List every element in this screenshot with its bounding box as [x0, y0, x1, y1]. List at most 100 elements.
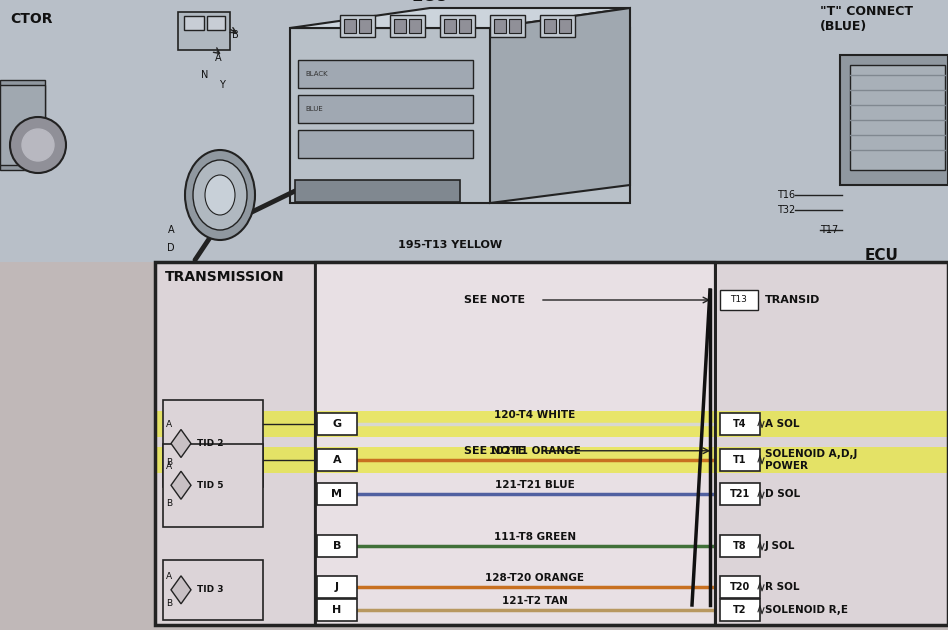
Bar [317, 535, 357, 557]
Bar [290, 28, 630, 203]
Bar [155, 411, 948, 437]
Text: TID 2: TID 2 [197, 439, 224, 448]
Text: A: A [333, 455, 341, 465]
Bar [340, 15, 375, 37]
Bar [720, 290, 758, 310]
Bar [317, 413, 357, 435]
Text: BLUE: BLUE [305, 106, 322, 112]
Text: 195-T13 YELLOW: 195-T13 YELLOW [398, 240, 502, 250]
Text: TID 5: TID 5 [197, 481, 224, 490]
Bar [0, 80, 45, 170]
Bar [184, 16, 204, 30]
Ellipse shape [205, 175, 235, 215]
Text: 128-T20 ORANGE: 128-T20 ORANGE [485, 573, 585, 583]
Text: SEE NOTE: SEE NOTE [465, 446, 525, 455]
Text: R SOL: R SOL [765, 582, 799, 592]
Bar [155, 447, 948, 473]
Bar [315, 262, 715, 625]
Circle shape [10, 117, 66, 173]
Text: D: D [168, 243, 175, 253]
Bar [155, 262, 315, 625]
Bar [155, 262, 315, 625]
Text: Y: Y [219, 80, 225, 90]
Text: CTOR: CTOR [10, 12, 52, 26]
Text: B: B [232, 30, 239, 40]
Text: T16: T16 [776, 190, 795, 200]
Text: A: A [166, 420, 173, 429]
Text: TID 3: TID 3 [197, 585, 224, 594]
Bar [163, 444, 263, 527]
Bar [298, 130, 473, 158]
Text: 121-T2 TAN: 121-T2 TAN [502, 596, 568, 606]
Bar [559, 19, 571, 33]
Text: T13: T13 [731, 295, 747, 304]
Text: J SOL: J SOL [765, 541, 795, 551]
Text: T4: T4 [733, 418, 747, 428]
Text: 120-T4 WHITE: 120-T4 WHITE [494, 410, 575, 420]
Text: B: B [166, 499, 173, 508]
Bar [409, 19, 421, 33]
Text: M: M [332, 490, 342, 500]
Text: TRANSMISSION: TRANSMISSION [165, 270, 284, 284]
Bar [163, 559, 263, 620]
Bar [390, 15, 425, 37]
Polygon shape [171, 430, 191, 457]
Bar [155, 262, 948, 625]
Bar [459, 19, 471, 33]
Text: T2: T2 [733, 605, 747, 615]
Text: B: B [166, 458, 173, 467]
Text: BLACK: BLACK [305, 71, 328, 77]
Text: SOLENOID A,D,J
POWER: SOLENOID A,D,J POWER [765, 449, 857, 471]
Text: J: J [335, 582, 339, 592]
Text: SEE NOTE: SEE NOTE [465, 295, 525, 305]
Bar [720, 449, 760, 471]
Text: SOLENOID R,E: SOLENOID R,E [765, 605, 848, 615]
Text: D SOL: D SOL [765, 490, 800, 500]
Bar [715, 262, 948, 625]
Bar [715, 262, 948, 625]
Bar [178, 12, 230, 50]
Text: T21: T21 [730, 490, 750, 500]
Bar [317, 449, 357, 471]
Text: B: B [333, 541, 341, 551]
Polygon shape [840, 55, 948, 185]
Polygon shape [171, 471, 191, 499]
Bar [344, 19, 356, 33]
Text: N: N [201, 70, 209, 80]
Text: 111-T8 GREEN: 111-T8 GREEN [494, 532, 576, 542]
Polygon shape [490, 8, 630, 203]
Bar [0, 0, 948, 262]
Bar [850, 65, 945, 170]
Circle shape [22, 129, 54, 161]
Text: A: A [215, 53, 222, 63]
Bar [444, 19, 456, 33]
Bar [540, 15, 575, 37]
Text: A: A [169, 225, 175, 235]
Bar [720, 535, 760, 557]
Bar [295, 180, 460, 202]
Text: A: A [166, 572, 173, 581]
Bar [720, 413, 760, 435]
Bar [720, 576, 760, 598]
Text: "T" CONNECT
(BLUE): "T" CONNECT (BLUE) [820, 5, 913, 33]
Bar [317, 483, 357, 505]
Bar [317, 598, 357, 621]
Text: T32: T32 [776, 205, 795, 215]
Text: ECU: ECU [865, 248, 899, 263]
Bar [359, 19, 371, 33]
Text: ECU: ECU [411, 0, 448, 5]
Bar [509, 19, 521, 33]
Bar [298, 60, 473, 88]
Bar [490, 15, 525, 37]
Polygon shape [171, 576, 191, 604]
Bar [317, 576, 357, 598]
Bar [394, 19, 406, 33]
Polygon shape [290, 8, 630, 28]
Text: T1: T1 [733, 455, 747, 465]
Text: B: B [166, 598, 173, 607]
Text: T20: T20 [730, 582, 750, 592]
Bar [298, 95, 473, 123]
Text: 121-T21 BLUE: 121-T21 BLUE [495, 480, 574, 490]
Bar [315, 262, 715, 625]
Text: 102-T1 ORANGE: 102-T1 ORANGE [489, 446, 581, 456]
